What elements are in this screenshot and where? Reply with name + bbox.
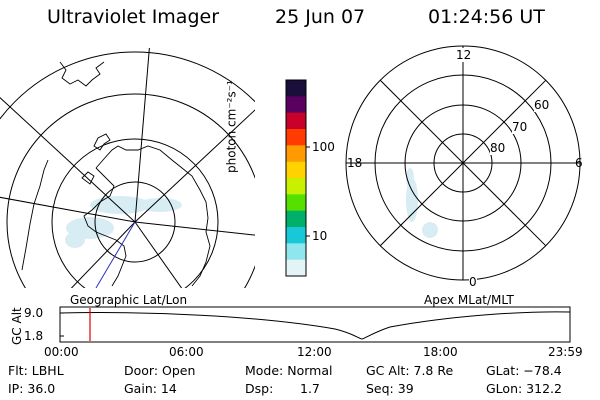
colorbar-swatch <box>286 227 306 244</box>
meridian <box>134 221 255 236</box>
polar-circle-outer <box>345 45 581 281</box>
info-mode: Mode: Normal <box>245 363 333 378</box>
altitude-plot-frame <box>59 306 571 343</box>
colorbar-tick-100: 100 <box>312 140 335 154</box>
meridian <box>0 196 136 223</box>
meridian <box>134 48 150 223</box>
app-title: Ultraviolet Imager <box>47 6 220 28</box>
colorbar-swatch <box>286 210 306 228</box>
altitude-xtick-1200: 12:00 <box>297 345 332 359</box>
image-date: 25 Jun 07 <box>275 6 366 28</box>
mlt-label-6: 6 <box>575 156 583 170</box>
aurora-emission-left <box>65 196 182 248</box>
info-filter: Flt: LBHL <box>8 363 64 378</box>
info-glat: GLat: −78.4 <box>486 363 562 378</box>
colorbar-swatch <box>286 194 306 212</box>
colorbar-swatch <box>286 129 306 146</box>
info-door: Door: Open <box>124 363 196 378</box>
altitude-ytick-9: 9.0 <box>24 306 44 320</box>
coastline <box>59 61 105 87</box>
colorbar-unit-label: photon cm⁻²s⁻¹ <box>224 80 239 173</box>
mlt-line <box>379 79 547 247</box>
polar-circle-70 <box>404 104 522 222</box>
coastline <box>83 145 211 287</box>
colorbar-swatch <box>286 112 306 130</box>
info-dsp-label: Dsp: <box>245 381 274 396</box>
colorbar-frame <box>285 79 307 277</box>
lat-label-70: 70 <box>512 120 528 134</box>
left-panel-caption: Geographic Lat/Lon <box>70 293 188 307</box>
aurora-emission-right <box>406 168 438 238</box>
lat-label-80: 80 <box>490 141 506 155</box>
lat-circle <box>94 181 176 263</box>
mlt-label-18: 18 <box>347 156 363 170</box>
lat-circle <box>51 138 219 288</box>
altitude-xtick-0000: 00:00 <box>44 345 79 359</box>
meridian <box>70 221 136 288</box>
info-gain: Gain: 14 <box>124 381 177 396</box>
spacecraft-track <box>95 221 136 288</box>
info-glon: GLon: 312.2 <box>486 381 562 396</box>
colorbar-swatch <box>286 145 306 163</box>
altitude-ylabel: GC Alt <box>10 307 24 345</box>
colorbar-swatch <box>286 161 306 179</box>
lat-label-60: 60 <box>534 98 550 112</box>
coastline <box>21 159 49 271</box>
colorbar-tick-10: 10 <box>312 229 328 243</box>
mlt-label-12: 12 <box>456 48 472 62</box>
colorbar-swatch <box>286 243 306 261</box>
meridian <box>0 96 136 223</box>
mlt-line <box>379 79 547 247</box>
colorbar-swatch <box>286 178 306 195</box>
altitude-xtick-2359: 23:59 <box>548 345 583 359</box>
info-gc-alt: GC Alt: 7.8 Re <box>366 363 454 378</box>
altitude-xtick-0600: 06:00 <box>169 345 204 359</box>
altitude-curve <box>59 311 571 340</box>
colorbar-swatch <box>286 96 306 114</box>
polar-circle-60 <box>374 74 552 252</box>
info-dsp-value: 1.7 <box>300 381 320 396</box>
mlt-label-0: 0 <box>469 275 477 289</box>
lat-circle <box>0 51 255 120</box>
info-ip: IP: 36.0 <box>8 381 56 396</box>
image-time: 01:24:56 UT <box>428 6 545 28</box>
colorbar-swatch <box>286 259 306 277</box>
colorbar-swatch <box>286 80 306 97</box>
polar-circle-80 <box>433 133 493 193</box>
colorbar-swatches <box>286 80 306 277</box>
meridian <box>134 221 183 288</box>
altitude-ytick-1-8: 1.8 <box>24 329 44 343</box>
altitude-xtick-1800: 18:00 <box>423 345 458 359</box>
coastline <box>81 171 95 185</box>
coastline <box>93 133 111 151</box>
info-seq: Seq: 39 <box>366 381 414 396</box>
right-panel-caption: Apex MLat/MLT <box>424 293 514 307</box>
